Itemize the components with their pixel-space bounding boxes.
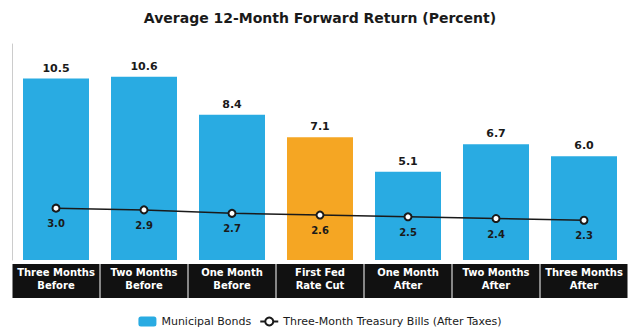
- svg-text:Two Months: Two Months: [110, 267, 177, 278]
- svg-text:8.4: 8.4: [222, 98, 242, 111]
- svg-text:2.6: 2.6: [311, 225, 329, 236]
- svg-text:Before: Before: [37, 280, 75, 291]
- svg-text:After: After: [482, 280, 511, 291]
- svg-text:6.7: 6.7: [486, 127, 506, 140]
- svg-text:After: After: [394, 280, 423, 291]
- svg-text:Average 12-Month Forward Retur: Average 12-Month Forward Return (Percent…: [144, 10, 496, 26]
- svg-text:10.5: 10.5: [42, 62, 69, 75]
- svg-text:First Fed: First Fed: [295, 267, 345, 278]
- svg-text:5.1: 5.1: [398, 155, 418, 168]
- svg-text:One Month: One Month: [201, 267, 263, 278]
- svg-text:Three Months: Three Months: [545, 267, 623, 278]
- svg-text:6.0: 6.0: [574, 139, 594, 152]
- svg-text:2.4: 2.4: [487, 229, 505, 240]
- svg-text:Before: Before: [213, 280, 251, 291]
- svg-text:Municipal Bonds: Municipal Bonds: [161, 315, 251, 328]
- svg-text:Two Months: Two Months: [462, 267, 529, 278]
- svg-text:Rate Cut: Rate Cut: [296, 280, 345, 291]
- svg-text:7.1: 7.1: [310, 120, 330, 133]
- svg-text:Three-Month Treasury Bills (Af: Three-Month Treasury Bills (After Taxes): [282, 315, 501, 328]
- svg-text:2.5: 2.5: [399, 227, 417, 238]
- svg-text:2.7: 2.7: [223, 223, 241, 234]
- svg-text:Before: Before: [125, 280, 163, 291]
- svg-text:One Month: One Month: [377, 267, 439, 278]
- svg-text:2.9: 2.9: [135, 220, 153, 231]
- svg-text:Three Months: Three Months: [17, 267, 95, 278]
- svg-text:2.3: 2.3: [575, 230, 593, 241]
- svg-text:3.0: 3.0: [47, 218, 65, 229]
- svg-text:10.6: 10.6: [130, 60, 157, 73]
- svg-text:After: After: [570, 280, 599, 291]
